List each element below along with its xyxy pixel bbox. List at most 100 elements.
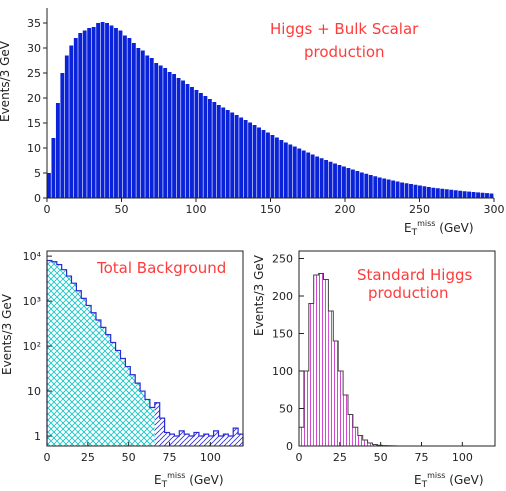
bl-bar bbox=[233, 428, 239, 446]
top-bar bbox=[252, 125, 257, 198]
top-annotation-line2: production bbox=[304, 43, 385, 61]
panel-top-chart: 0 50 100 150 200 250 300 0 5 10 15 20 25 30 35 Events… bbox=[0, 8, 505, 238]
top-bar bbox=[60, 73, 65, 198]
top-bar bbox=[440, 188, 445, 198]
top-bar bbox=[471, 192, 476, 198]
bl-x-tick-label: 25 bbox=[81, 451, 95, 464]
top-bar bbox=[194, 90, 199, 198]
bl-bar bbox=[86, 305, 92, 446]
br-x-axis-label: ETmiss (GeV) bbox=[414, 471, 484, 490]
top-bar bbox=[400, 182, 404, 198]
bl-bar bbox=[238, 434, 243, 446]
top-bar bbox=[350, 169, 355, 198]
top-x-tick-label: 150 bbox=[260, 203, 281, 216]
top-y-tick-label: 0 bbox=[34, 192, 41, 205]
top-y-tick-label: 20 bbox=[27, 92, 41, 105]
top-x-ticks: 0 50 100 150 200 250 300 bbox=[44, 198, 505, 216]
top-bar bbox=[261, 130, 266, 198]
br-y-tick-label: 100 bbox=[272, 365, 293, 378]
top-bar bbox=[100, 22, 105, 198]
top-bar bbox=[310, 154, 315, 198]
bl-bar bbox=[130, 374, 136, 446]
bl-y-tick-label: 10⁴ bbox=[23, 250, 42, 263]
top-bar bbox=[413, 184, 418, 198]
br-bar bbox=[308, 303, 314, 446]
br-bar bbox=[299, 427, 304, 446]
top-bar bbox=[355, 171, 360, 198]
br-y-tick-label: 200 bbox=[272, 290, 293, 303]
top-bar bbox=[359, 172, 364, 198]
br-bar bbox=[318, 273, 324, 446]
top-bar bbox=[306, 152, 311, 198]
bl-y-ticks: 1 10 10² 10³ 10⁴ bbox=[23, 250, 52, 443]
top-bar bbox=[82, 30, 87, 198]
br-bar bbox=[338, 371, 344, 446]
top-bar bbox=[114, 28, 118, 198]
top-bar bbox=[301, 150, 306, 198]
top-bar bbox=[467, 191, 472, 198]
bl-bar bbox=[159, 418, 165, 446]
top-y-axis-label: Events/3 GeV bbox=[0, 40, 12, 122]
top-bar bbox=[373, 176, 378, 198]
br-y-tick-label: 50 bbox=[279, 403, 293, 416]
top-bar bbox=[163, 68, 168, 198]
bl-bar bbox=[149, 407, 155, 446]
top-bar bbox=[221, 107, 226, 198]
top-bar bbox=[274, 137, 279, 198]
top-bar bbox=[207, 99, 212, 198]
top-bar bbox=[368, 175, 373, 198]
top-bar bbox=[145, 55, 150, 198]
top-bar bbox=[131, 43, 136, 198]
top-bar bbox=[190, 87, 194, 198]
top-bar bbox=[315, 156, 320, 198]
bl-x-tick-label: 0 bbox=[44, 451, 51, 464]
top-bar bbox=[127, 38, 132, 198]
top-bar bbox=[364, 173, 369, 198]
top-bar bbox=[382, 178, 387, 198]
br-frame bbox=[298, 250, 496, 447]
bl-bar bbox=[140, 391, 145, 446]
bl-bar bbox=[100, 327, 106, 446]
top-bar bbox=[337, 165, 342, 198]
br-x-tick-label: 100 bbox=[452, 451, 473, 464]
br-y-tick-label: 0 bbox=[286, 440, 293, 453]
top-bar bbox=[91, 27, 96, 198]
top-x-tick-label: 300 bbox=[484, 203, 505, 216]
bl-bar bbox=[174, 436, 180, 446]
br-annotation-line2: production bbox=[368, 284, 449, 302]
top-bar bbox=[109, 25, 114, 198]
bl-bar bbox=[194, 432, 199, 446]
bl-bar bbox=[91, 312, 96, 446]
bl-x-tick-label: 75 bbox=[163, 451, 177, 464]
bl-outline bbox=[46, 259, 244, 446]
bl-bar bbox=[96, 319, 101, 446]
bl-bar bbox=[198, 436, 204, 446]
top-x-axis-label: ETmiss (GeV) bbox=[404, 219, 474, 238]
top-bar bbox=[185, 84, 190, 198]
top-x-tick-label: 200 bbox=[335, 203, 356, 216]
bl-bar bbox=[145, 399, 150, 446]
br-y-ticks: 0 50 100 150 200 250 bbox=[272, 253, 304, 453]
br-y-axis-label: Events/3 GeV bbox=[252, 254, 266, 336]
top-bar bbox=[283, 142, 288, 198]
bl-y-axis-label: Events/3 GeV bbox=[0, 293, 14, 375]
top-bar bbox=[476, 192, 480, 198]
top-bar bbox=[225, 110, 230, 198]
top-annotation-line1: Higgs + Bulk Scalar bbox=[270, 20, 419, 38]
bl-bar bbox=[105, 334, 111, 446]
top-bar bbox=[342, 166, 346, 198]
bl-x-axis-label: ETmiss (GeV) bbox=[154, 471, 224, 490]
top-bar bbox=[435, 188, 440, 198]
bl-annotation: Total Background bbox=[96, 259, 226, 277]
top-bar bbox=[404, 183, 409, 198]
top-bar bbox=[47, 173, 51, 198]
top-bar bbox=[172, 74, 177, 198]
bl-bar bbox=[71, 283, 77, 446]
top-bar bbox=[230, 112, 235, 198]
top-bar bbox=[198, 93, 203, 198]
bl-y-tick-label: 10 bbox=[27, 385, 41, 398]
top-bar bbox=[288, 144, 293, 198]
bl-bar bbox=[51, 261, 57, 446]
top-bar bbox=[87, 28, 92, 198]
top-bar bbox=[136, 48, 141, 198]
